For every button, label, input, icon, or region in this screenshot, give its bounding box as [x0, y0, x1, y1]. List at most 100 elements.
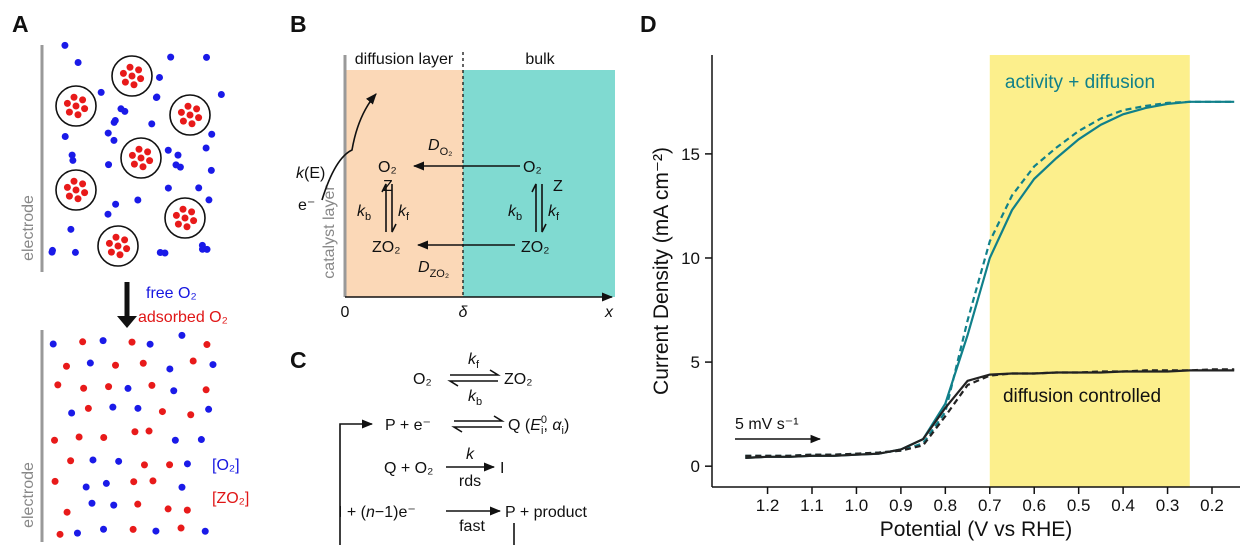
complex: [169, 94, 211, 136]
adsorbed-dot: [195, 114, 203, 122]
text-run: (E): [304, 165, 325, 182]
free-dot: [208, 130, 216, 138]
free-dot: [51, 477, 59, 485]
adsorbed-dot: [135, 66, 143, 74]
panel-b: diffusion layer bulk catalyst layer 0 δ …: [296, 51, 615, 321]
text-run: D: [418, 259, 430, 276]
free-dot: [71, 248, 79, 256]
free-dot: [62, 362, 70, 370]
text-run: 0: [541, 414, 547, 426]
species: Z: [553, 178, 563, 195]
free-dot: [61, 41, 69, 49]
region-label: diffusion layer: [355, 51, 454, 68]
free-dot: [153, 93, 161, 101]
text-run: i: [541, 425, 543, 437]
adsorbed-dot: [70, 177, 78, 185]
text-run: b: [365, 211, 371, 223]
rate-constant: kb: [357, 203, 371, 223]
free-dot: [201, 527, 209, 535]
complex: [97, 225, 139, 267]
free-dot: [178, 331, 186, 339]
rate-constant: kb: [468, 388, 482, 408]
step-label: rds: [459, 473, 481, 490]
free-dot: [164, 505, 172, 513]
free-dot: [207, 166, 215, 174]
free-dot: [115, 457, 123, 465]
diffusion-coef: DO₂: [428, 137, 452, 158]
free-dot: [117, 105, 125, 113]
adsorbed-dot: [179, 205, 187, 213]
free-dot: [67, 225, 75, 233]
adsorbed-dot: [121, 236, 129, 244]
adsorbed-dot: [186, 111, 194, 119]
species: Z: [383, 178, 393, 195]
y-axis-label: Current Density (mA cm⁻²): [650, 147, 673, 395]
panel-label: B: [290, 11, 307, 37]
free-dot: [68, 409, 76, 417]
free-dot: [166, 365, 174, 373]
adsorbed-dot: [105, 239, 113, 247]
y-tick-label: 10: [681, 249, 700, 268]
adsorbed-dot: [137, 75, 145, 83]
adsorbed-dot: [177, 108, 185, 116]
y-tick-label: 5: [691, 353, 700, 372]
adsorbed-dot: [187, 411, 195, 419]
adsorbed-dot: [79, 96, 87, 104]
adsorbed-dot: [137, 154, 145, 162]
text-run: k: [296, 165, 305, 182]
free-dot: [88, 499, 96, 507]
adsorbed-dot: [128, 338, 136, 346]
equilibrium-arrow: [531, 183, 547, 233]
adsorbed-dot: [70, 93, 78, 101]
species: O₂: [413, 371, 432, 388]
free-dot: [176, 163, 184, 171]
adsorbed-dot: [119, 69, 127, 77]
adsorbed-dot: [123, 245, 131, 253]
free-label: free O₂: [146, 285, 197, 302]
adsorbed-dot: [188, 120, 196, 128]
species: P + product: [505, 504, 588, 521]
free-dot: [148, 381, 156, 389]
text-run: f: [476, 359, 480, 371]
free-dot: [203, 53, 211, 61]
free-dot: [130, 478, 138, 486]
panel-label: C: [290, 347, 307, 373]
bulk-region: [463, 70, 615, 297]
equilibrium-arrow: [451, 415, 505, 433]
free-dot: [86, 359, 94, 367]
species: ZO₂: [521, 239, 549, 256]
adsorbed-dot: [128, 151, 136, 159]
electron-label: e⁻: [298, 197, 315, 214]
text-run: b: [476, 396, 482, 408]
arrowhead: [117, 316, 137, 328]
free-dot: [183, 506, 191, 514]
free-dot: [197, 436, 205, 444]
adsorbed-dot: [146, 157, 154, 165]
x-tick-label: 0.3: [1156, 496, 1180, 515]
text-run: Q (: [508, 417, 531, 434]
x-axis-label: Potential (V vs RHE): [880, 518, 1073, 541]
adsorbed-dot: [193, 105, 201, 113]
diffusion-region: [345, 70, 463, 297]
adsorbed-dot: [63, 99, 71, 107]
text-run: i: [561, 425, 563, 437]
x-tick-label: 0.2: [1200, 496, 1224, 515]
free-dot: [189, 357, 197, 365]
complex: [120, 137, 162, 179]
adsorbed-dot: [81, 189, 89, 197]
adsorbed-dot: [121, 78, 129, 86]
x-tick-label: 0.7: [978, 496, 1002, 515]
rate-constant: kb: [508, 203, 522, 223]
species: Q (E0 i, αi): [508, 414, 569, 437]
species: ZO₂: [372, 239, 400, 256]
free-dot: [112, 361, 120, 369]
species: I: [500, 460, 504, 477]
x-tick-label: 0.8: [934, 496, 958, 515]
free-dot: [109, 403, 117, 411]
equilibrium-arrow: [381, 183, 397, 233]
text-run: k: [548, 203, 557, 220]
free-dot: [110, 501, 118, 509]
electrode-label: electrode: [20, 462, 37, 528]
complex: [55, 169, 97, 211]
text-run: k: [357, 203, 366, 220]
